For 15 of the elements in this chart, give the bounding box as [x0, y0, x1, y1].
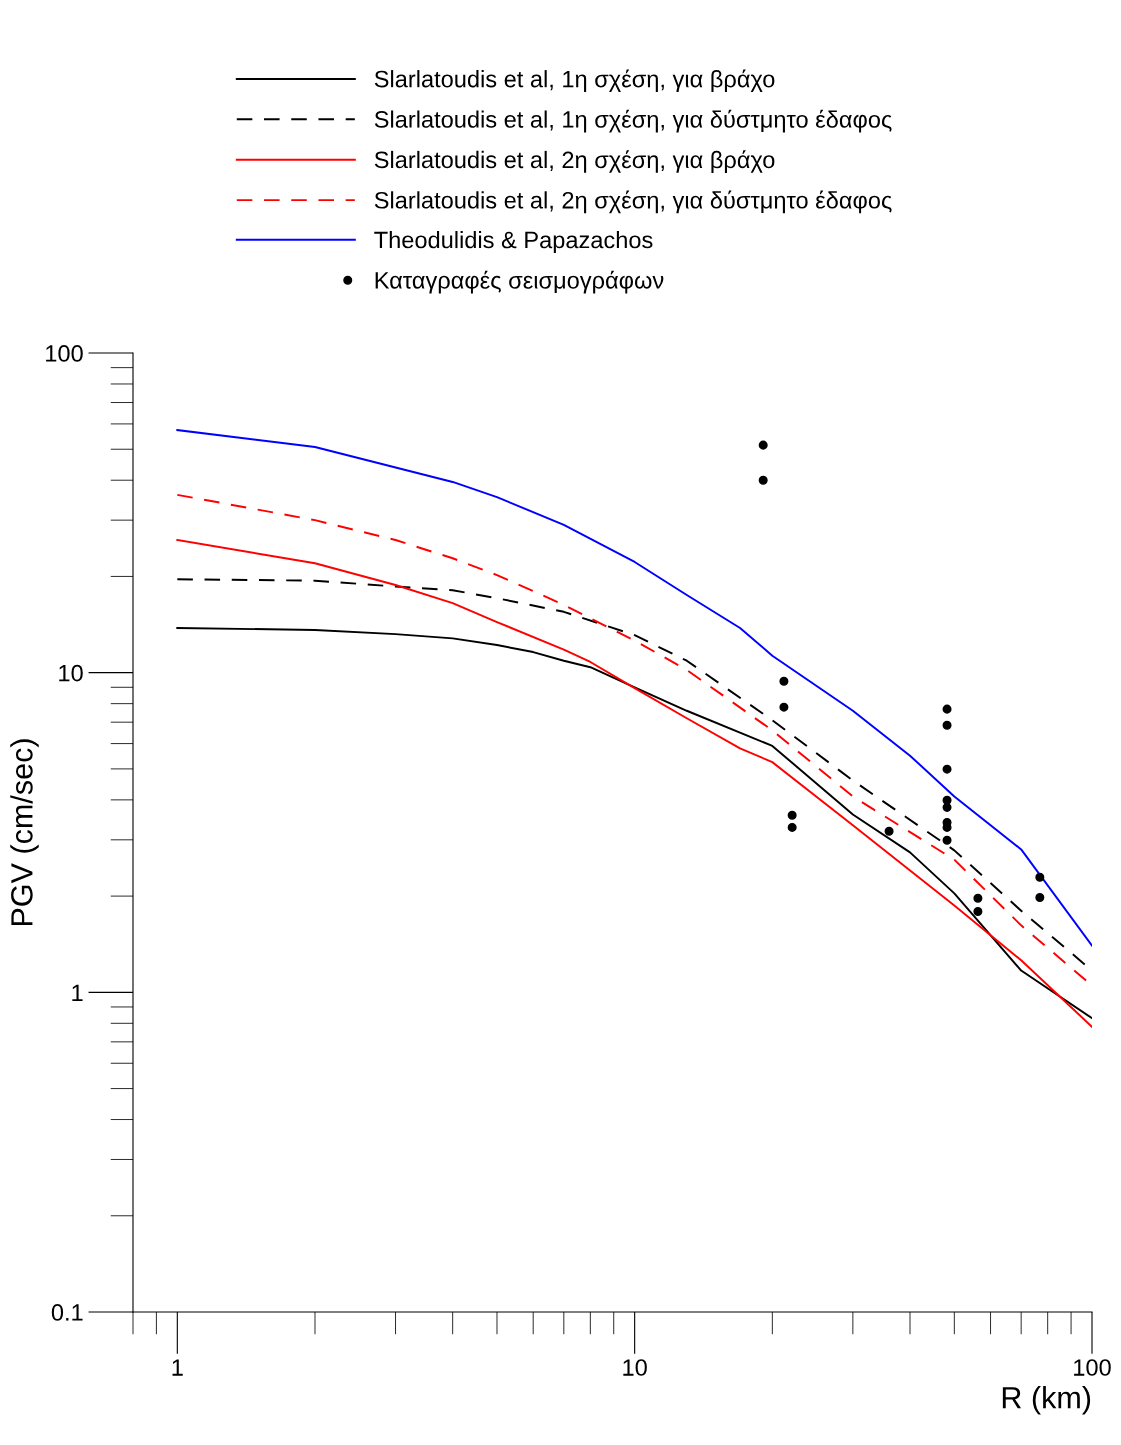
- y-tick-label: 0.1: [51, 1304, 83, 1321]
- x-tick-label: 10: [623, 1359, 647, 1376]
- x-axis-title: R (km): [1002, 1386, 1091, 1415]
- y-tick-label: 100: [46, 345, 83, 362]
- y-tick-label: 1: [72, 984, 83, 1001]
- legend-label: Slarlatoudis et al, 1η σχέση, για δύστμητο έδαφος: [374, 109, 892, 133]
- x-tick-label: 100: [1074, 1359, 1111, 1376]
- x-tick-label: 1: [172, 1359, 183, 1376]
- y-axis-title: PGV (cm/sec): [10, 739, 39, 926]
- y-tick-label: 10: [59, 664, 83, 682]
- legend-label: Slarlatoudis et al, 2η σχέση, για βράχο: [374, 150, 775, 173]
- legend-label: Theodulidis & Papazachos: [374, 230, 653, 253]
- legend-label: Slarlatoudis et al, 1η σχέση, για βράχο: [374, 69, 775, 93]
- legend-label: Slarlatoudis et al, 2η σχέση, για δύστμητο έδαφος: [374, 190, 892, 214]
- legend-label: Καταγραφές σεισμογράφων: [375, 270, 664, 294]
